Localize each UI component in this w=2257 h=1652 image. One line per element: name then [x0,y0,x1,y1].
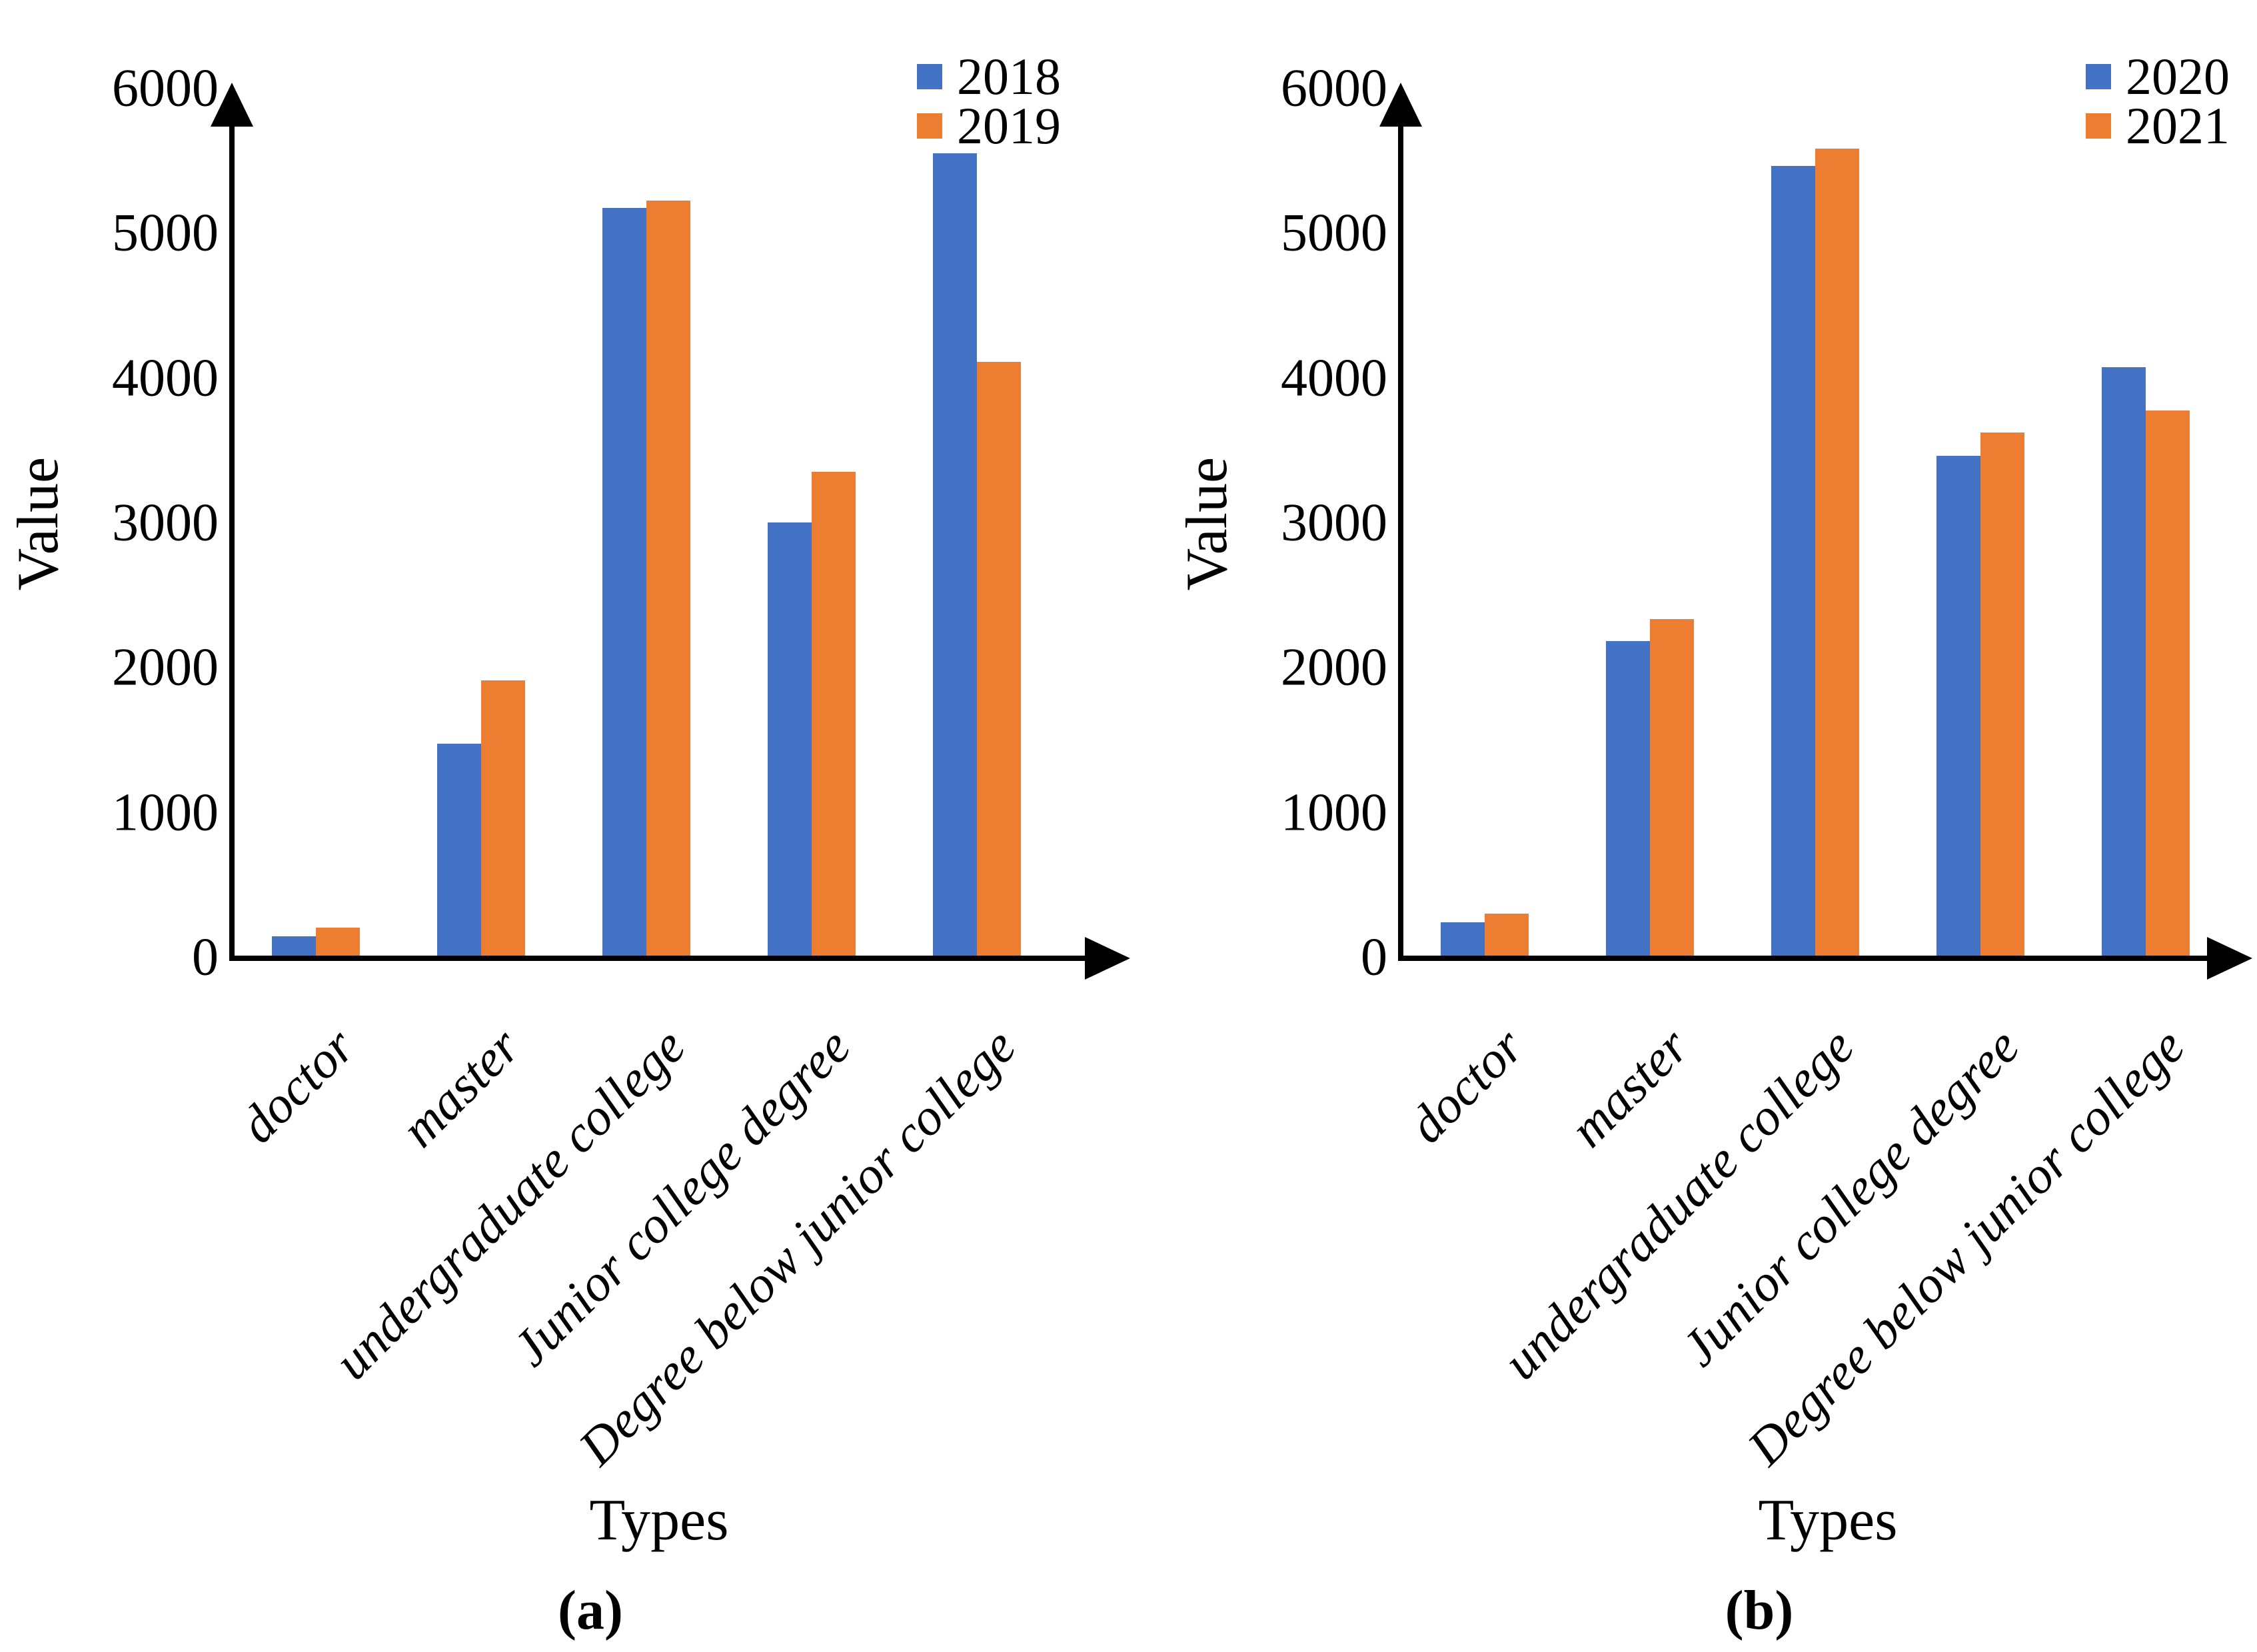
legend-item: 2018 [917,47,1061,105]
bar-2018-degree-below-junior-college [933,153,977,958]
legend-swatch-icon [917,113,942,139]
legend-item: 2019 [917,97,1061,155]
y-tick-label: 2000 [112,638,219,697]
bar-2021-degree-below-junior-college [2146,411,2190,958]
chart-panel-b: Value 0 1000 2000 3000 4000 5000 6000 doctor ma… [1169,0,2257,1652]
bar-2021-master [1650,619,1694,958]
bar-2018-master [437,744,481,958]
legend-swatch-icon [917,64,942,89]
x-category-label: doctor [1397,1016,1535,1154]
bar-2018-undergraduate-college [602,208,646,958]
legend: 2018 2019 [917,47,1061,155]
y-tick-label: 0 [1361,928,1387,987]
bar-2020-degree-below-junior-college [2102,367,2146,958]
bar-2020-undergraduate-college [1771,166,1815,958]
y-tick-label: 4000 [112,349,219,408]
bar-2018-doctor [272,936,316,958]
x-category-label: master [389,1016,531,1158]
legend-swatch-icon [2086,64,2111,89]
bar-2020-master [1606,641,1650,958]
bar-2019-undergraduate-college [646,201,690,958]
x-category-label: doctor [228,1016,366,1154]
bar-2021-junior-college-degree [1980,432,2024,958]
legend-label: 2021 [2126,97,2230,155]
panel-caption: (a) [558,1579,623,1641]
y-tick-label: 6000 [1281,59,1387,118]
bar-2020-doctor [1441,922,1485,958]
y-tick-label: 2000 [1281,638,1387,697]
legend-swatch-icon [2086,113,2111,139]
y-tick-label: 3000 [112,493,219,552]
panel-caption: (b) [1725,1579,1794,1641]
chart-panel-a: Value 0 1000 2000 3000 4000 5000 6000 doctor ma… [6,47,1130,1641]
bar-2019-junior-college-degree [812,471,856,958]
x-axis-title: Types [589,1488,729,1553]
x-axis-title: Types [1758,1488,1898,1553]
x-category-label: master [1558,1016,1700,1158]
bar-2019-degree-below-junior-college [977,361,1021,958]
y-tick-label: 5000 [1281,203,1387,263]
bar-2021-doctor [1485,913,1529,958]
bar-2018-junior-college-degree [768,522,812,958]
legend: 2020 2021 [2086,47,2230,155]
legend-item: 2021 [2086,97,2230,155]
bar-2019-master [481,680,525,958]
x-axis-arrow-icon [2207,937,2252,980]
legend-label: 2018 [957,47,1061,105]
bar-2019-doctor [316,928,360,958]
bar-2021-undergraduate-college [1815,149,1859,958]
y-tick-label: 6000 [112,59,219,118]
legend-item: 2020 [2086,47,2230,105]
y-tick-label: 1000 [112,783,219,842]
x-axis-arrow-icon [1085,937,1130,980]
y-tick-label: 0 [192,928,219,987]
legend-label: 2019 [957,97,1061,155]
legend-label: 2020 [2126,47,2230,105]
y-tick-label: 5000 [112,203,219,263]
y-tick-label: 3000 [1281,493,1387,552]
y-tick-label: 1000 [1281,783,1387,842]
y-tick-label: 4000 [1281,349,1387,408]
bar-2020-junior-college-degree [1936,455,1980,958]
